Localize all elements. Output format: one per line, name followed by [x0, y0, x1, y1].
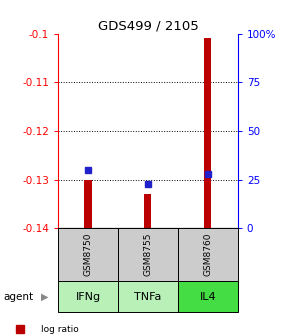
Text: ▶: ▶	[41, 292, 48, 301]
Bar	[58, 281, 118, 312]
Bar	[178, 281, 238, 312]
Bar	[118, 281, 178, 312]
Text: IL4: IL4	[200, 292, 216, 301]
Bar	[178, 228, 238, 281]
Text: IFNg: IFNg	[75, 292, 101, 301]
Text: GSM8760: GSM8760	[203, 233, 212, 276]
Text: GSM8755: GSM8755	[143, 233, 153, 276]
Bar	[118, 228, 178, 281]
Text: TNFa: TNFa	[134, 292, 162, 301]
Title: GDS499 / 2105: GDS499 / 2105	[97, 19, 198, 33]
Bar	[204, 38, 211, 228]
Text: log ratio: log ratio	[41, 325, 79, 334]
Bar	[58, 228, 118, 281]
Bar	[84, 180, 92, 228]
Text: GSM8750: GSM8750	[84, 233, 93, 276]
Text: agent: agent	[3, 292, 33, 301]
Bar	[144, 194, 151, 228]
